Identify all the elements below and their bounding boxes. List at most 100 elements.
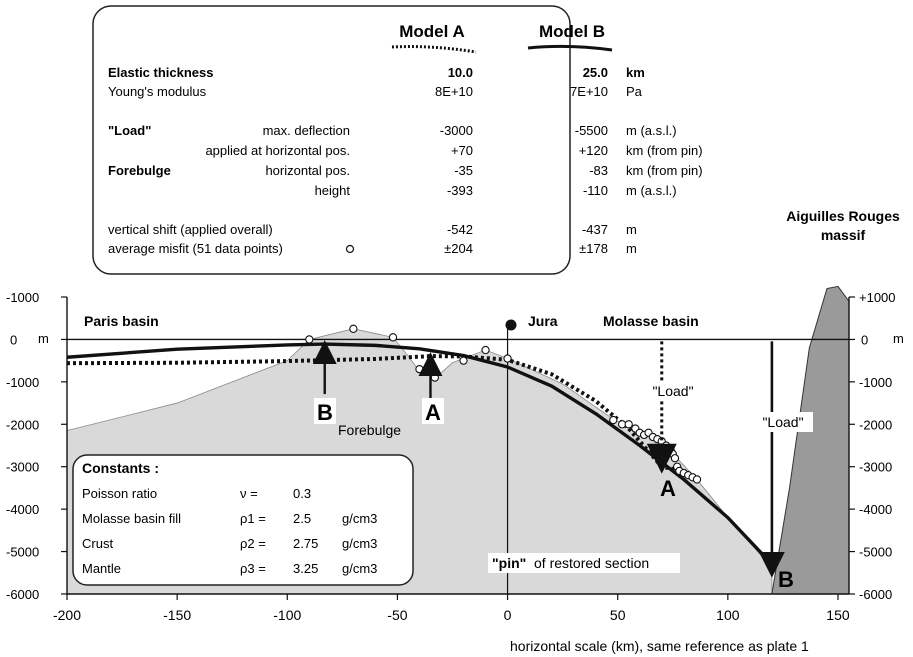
y-tick-label-right: -5000 bbox=[859, 545, 892, 560]
row-label: height bbox=[315, 183, 351, 198]
y-tick-label-right: -4000 bbox=[859, 502, 892, 517]
row-unit: m (a.s.l.) bbox=[626, 183, 677, 198]
col-header-b: Model B bbox=[539, 22, 605, 41]
col-header-a: Model A bbox=[399, 22, 464, 41]
arrow-letter-a: A bbox=[425, 400, 441, 425]
row-sublabel: max. deflection bbox=[263, 123, 350, 138]
row-value-a: -542 bbox=[447, 222, 473, 237]
y-tick-label-left: -4000 bbox=[6, 502, 39, 517]
label-pin-rest: of restored section bbox=[534, 555, 649, 571]
row-value-b: -83 bbox=[589, 163, 608, 178]
y-tick-label-right: -2000 bbox=[859, 417, 892, 432]
data-point bbox=[459, 356, 468, 365]
y-tick-label-right: -6000 bbox=[859, 587, 892, 602]
zero-unit-right: m bbox=[893, 331, 904, 346]
parameter-table-box bbox=[92, 5, 571, 275]
y-tick-label-right: +1000 bbox=[859, 290, 896, 305]
row-unit: m bbox=[626, 222, 637, 237]
constant-name: Crust bbox=[82, 536, 113, 551]
x-tick-label: -200 bbox=[53, 607, 81, 623]
row-value-b: ±178 bbox=[579, 241, 608, 256]
constants-box: Constants : Poisson ratio ν = 0.3 Molass… bbox=[72, 454, 414, 586]
pin-label-bg bbox=[488, 553, 680, 573]
row-unit: Pa bbox=[626, 84, 643, 99]
data-point bbox=[624, 420, 633, 429]
arrow-a-letter-bg bbox=[422, 398, 444, 424]
row-unit: km bbox=[626, 65, 645, 80]
y-tick-label-left: -6000 bbox=[6, 587, 39, 602]
constant-unit: g/cm3 bbox=[342, 561, 377, 576]
row-value-b: 7E+10 bbox=[570, 84, 608, 99]
load-b-label-bg bbox=[753, 412, 813, 432]
y-tick-label-left: -1000 bbox=[6, 375, 39, 390]
constant-symbol: ρ2 = bbox=[240, 536, 266, 551]
constant-value: 0.3 bbox=[293, 486, 311, 501]
y-tick-label-right: -1000 bbox=[859, 375, 892, 390]
constant-symbol: ρ1 = bbox=[240, 511, 266, 526]
y-tick-label-left: 0 bbox=[10, 332, 17, 347]
row-label: vertical shift (applied overall) bbox=[108, 222, 273, 237]
arrow-letter-b: B bbox=[317, 400, 333, 425]
label-aiguilles-massif: massif bbox=[821, 227, 866, 243]
row-value-b: 25.0 bbox=[583, 65, 608, 80]
row-unit: km (from pin) bbox=[626, 143, 703, 158]
row-label: Forebulge bbox=[108, 163, 171, 178]
pin-marker bbox=[505, 319, 517, 331]
row-value-b: -5500 bbox=[575, 123, 608, 138]
row-value-a: 10.0 bbox=[448, 65, 473, 80]
row-label: average misfit (51 data points) bbox=[108, 241, 283, 256]
row-unit: m (a.s.l.) bbox=[626, 123, 677, 138]
row-label: Young's modulus bbox=[108, 84, 207, 99]
label-pin-bold: "pin" bbox=[492, 555, 526, 571]
y-tick-label-right: -3000 bbox=[859, 460, 892, 475]
label-load-b: "Load" bbox=[762, 414, 803, 430]
label-jura: Jura bbox=[528, 313, 558, 329]
label-paris-basin: Paris basin bbox=[84, 313, 159, 329]
constants-box-frame bbox=[72, 454, 414, 586]
label-molasse-basin: Molasse basin bbox=[603, 313, 699, 329]
arrow-b-letter-bg bbox=[314, 398, 336, 424]
curve-model-a bbox=[66, 354, 685, 473]
row-unit: km (from pin) bbox=[626, 163, 703, 178]
axes bbox=[61, 296, 855, 600]
data-point bbox=[388, 333, 398, 342]
data-point bbox=[415, 364, 424, 374]
flexure-curves bbox=[66, 342, 774, 566]
y-tick-label-left: -1000 bbox=[6, 290, 39, 305]
x-tick-label: 50 bbox=[610, 607, 626, 623]
curve-letter-a: A bbox=[660, 476, 676, 501]
constant-value: 3.25 bbox=[293, 561, 318, 576]
x-tick-label: 100 bbox=[716, 607, 740, 623]
row-value-a: ±204 bbox=[444, 241, 473, 256]
zero-unit-left: m bbox=[38, 331, 49, 346]
y-tick-label-right: 0 bbox=[861, 332, 868, 347]
row-value-a: -3000 bbox=[440, 123, 473, 138]
x-tick-label: -50 bbox=[387, 607, 407, 623]
row-value-b: -110 bbox=[583, 183, 608, 198]
load-a-label-bg bbox=[643, 381, 703, 401]
x-tick-label: -100 bbox=[273, 607, 301, 623]
x-tick-label: 0 bbox=[504, 607, 512, 623]
row-label: "Load" bbox=[108, 123, 151, 138]
y-tick-label-left: -5000 bbox=[6, 545, 39, 560]
x-axis-label: horizontal scale (km), same reference as… bbox=[510, 638, 809, 654]
row-value-b: -437 bbox=[582, 222, 608, 237]
constant-name: Molasse basin fill bbox=[82, 511, 181, 526]
y-tick-label-left: -3000 bbox=[6, 460, 39, 475]
data-point bbox=[670, 454, 680, 463]
constant-symbol: ρ3 = bbox=[240, 561, 266, 576]
data-point bbox=[305, 335, 314, 344]
label-forebulge: Forebulge bbox=[338, 422, 401, 438]
row-label: applied at horizontal pos. bbox=[205, 143, 350, 158]
row-value-a: -35 bbox=[454, 163, 473, 178]
data-point bbox=[430, 373, 440, 382]
constant-value: 2.5 bbox=[293, 511, 311, 526]
constant-name: Poisson ratio bbox=[82, 486, 157, 501]
label-aiguilles-rouges: Aiguilles Rouges bbox=[786, 208, 900, 224]
data-point-symbol bbox=[345, 244, 355, 254]
curve-model-b bbox=[66, 342, 774, 566]
x-tick-label: 150 bbox=[826, 607, 850, 623]
row-sublabel: horizontal pos. bbox=[265, 163, 350, 178]
parameter-table: Model A Model B Elastic thickness 10.0 2… bbox=[92, 5, 703, 275]
